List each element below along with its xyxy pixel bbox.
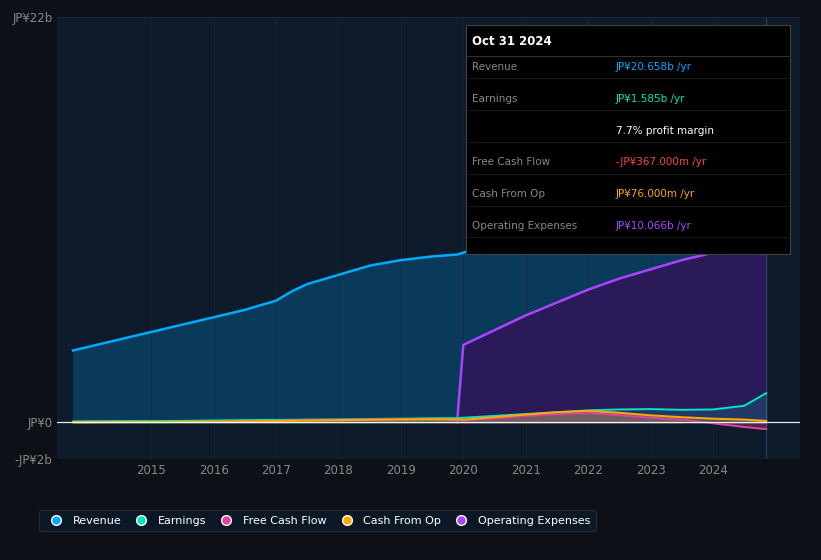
Text: JP¥20.658b /yr: JP¥20.658b /yr [616,62,692,72]
Text: Free Cash Flow: Free Cash Flow [472,157,550,167]
Text: Operating Expenses: Operating Expenses [472,221,577,231]
Text: Oct 31 2024: Oct 31 2024 [472,35,552,48]
Text: -JP¥367.000m /yr: -JP¥367.000m /yr [616,157,706,167]
Text: Cash From Op: Cash From Op [472,189,545,199]
Legend: Revenue, Earnings, Free Cash Flow, Cash From Op, Operating Expenses: Revenue, Earnings, Free Cash Flow, Cash … [39,510,596,531]
Text: Earnings: Earnings [472,94,517,104]
Text: JP¥1.585b /yr: JP¥1.585b /yr [616,94,686,104]
Text: JP¥10.066b /yr: JP¥10.066b /yr [616,221,691,231]
Text: 7.7% profit margin: 7.7% profit margin [616,125,713,136]
Text: Revenue: Revenue [472,62,517,72]
Text: JP¥76.000m /yr: JP¥76.000m /yr [616,189,695,199]
